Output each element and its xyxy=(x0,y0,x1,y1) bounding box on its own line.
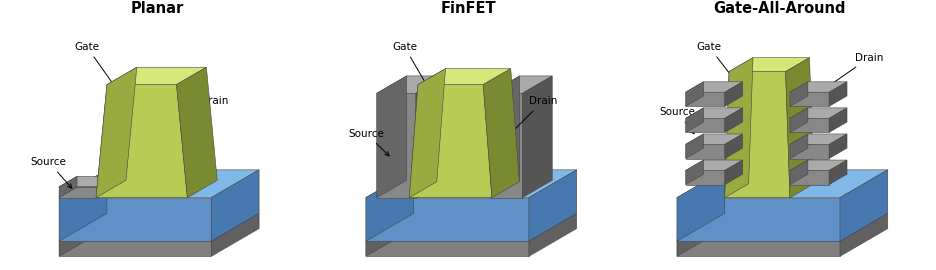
Text: Gate: Gate xyxy=(696,42,738,84)
Title: FinFET: FinFET xyxy=(440,1,496,16)
Text: Drain: Drain xyxy=(822,53,884,91)
Polygon shape xyxy=(96,67,137,198)
Polygon shape xyxy=(829,108,847,133)
Polygon shape xyxy=(490,76,519,198)
Polygon shape xyxy=(96,85,187,198)
Polygon shape xyxy=(409,69,446,198)
Polygon shape xyxy=(685,118,724,133)
Polygon shape xyxy=(490,76,552,93)
Polygon shape xyxy=(685,108,742,118)
Polygon shape xyxy=(685,144,724,158)
Polygon shape xyxy=(677,170,887,198)
Polygon shape xyxy=(59,213,107,256)
Title: Gate-All-Around: Gate-All-Around xyxy=(713,1,845,16)
Polygon shape xyxy=(790,108,808,133)
Polygon shape xyxy=(790,108,847,118)
Polygon shape xyxy=(685,82,742,92)
Polygon shape xyxy=(98,176,116,198)
Polygon shape xyxy=(790,82,847,92)
Polygon shape xyxy=(376,76,406,198)
Polygon shape xyxy=(790,118,829,133)
Polygon shape xyxy=(376,76,446,93)
Polygon shape xyxy=(490,93,522,198)
Polygon shape xyxy=(529,170,577,241)
Polygon shape xyxy=(724,72,790,198)
Polygon shape xyxy=(724,134,742,158)
Polygon shape xyxy=(790,160,808,185)
Polygon shape xyxy=(366,213,577,241)
Polygon shape xyxy=(59,176,116,187)
Polygon shape xyxy=(522,76,552,198)
Text: Gate: Gate xyxy=(392,42,433,96)
Polygon shape xyxy=(483,69,519,198)
Polygon shape xyxy=(685,92,724,106)
Polygon shape xyxy=(685,160,742,170)
Polygon shape xyxy=(59,187,98,198)
Polygon shape xyxy=(685,170,724,185)
Polygon shape xyxy=(840,170,887,241)
Text: Source: Source xyxy=(660,107,695,134)
Text: Source: Source xyxy=(348,129,389,156)
Polygon shape xyxy=(790,82,808,106)
Polygon shape xyxy=(366,241,529,256)
Title: Planar: Planar xyxy=(130,1,183,16)
Polygon shape xyxy=(790,92,829,106)
Polygon shape xyxy=(366,213,414,256)
Polygon shape xyxy=(790,144,829,158)
Polygon shape xyxy=(829,82,847,106)
Polygon shape xyxy=(59,170,107,241)
Polygon shape xyxy=(212,170,259,241)
Text: Drain: Drain xyxy=(510,96,557,134)
Polygon shape xyxy=(366,170,577,198)
Polygon shape xyxy=(366,198,529,241)
Polygon shape xyxy=(177,67,217,198)
Text: Source: Source xyxy=(31,157,72,188)
Polygon shape xyxy=(376,93,416,198)
Polygon shape xyxy=(677,213,887,241)
Polygon shape xyxy=(685,108,704,133)
Polygon shape xyxy=(212,213,259,256)
Text: Drain: Drain xyxy=(177,96,228,134)
Polygon shape xyxy=(729,58,810,72)
Polygon shape xyxy=(685,82,704,106)
Polygon shape xyxy=(529,213,577,256)
Polygon shape xyxy=(790,170,829,185)
Polygon shape xyxy=(840,213,887,256)
Polygon shape xyxy=(677,170,724,241)
Polygon shape xyxy=(677,198,840,241)
Polygon shape xyxy=(409,85,492,198)
Polygon shape xyxy=(724,58,753,198)
Polygon shape xyxy=(790,134,808,158)
Polygon shape xyxy=(724,82,742,106)
Polygon shape xyxy=(790,160,847,170)
Polygon shape xyxy=(677,241,840,256)
Polygon shape xyxy=(416,76,446,198)
Polygon shape xyxy=(829,134,847,158)
Polygon shape xyxy=(59,176,77,198)
Polygon shape xyxy=(366,170,414,241)
Polygon shape xyxy=(418,69,511,85)
Polygon shape xyxy=(790,134,847,144)
Polygon shape xyxy=(677,213,724,256)
Polygon shape xyxy=(59,170,259,198)
Polygon shape xyxy=(59,241,212,256)
Polygon shape xyxy=(685,134,742,144)
Polygon shape xyxy=(829,160,847,185)
Polygon shape xyxy=(685,160,704,185)
Polygon shape xyxy=(685,134,704,158)
Polygon shape xyxy=(59,198,212,241)
Polygon shape xyxy=(724,160,742,185)
Polygon shape xyxy=(59,213,259,241)
Polygon shape xyxy=(785,58,814,198)
Text: Gate: Gate xyxy=(74,42,122,97)
Polygon shape xyxy=(724,108,742,133)
Polygon shape xyxy=(107,67,206,85)
